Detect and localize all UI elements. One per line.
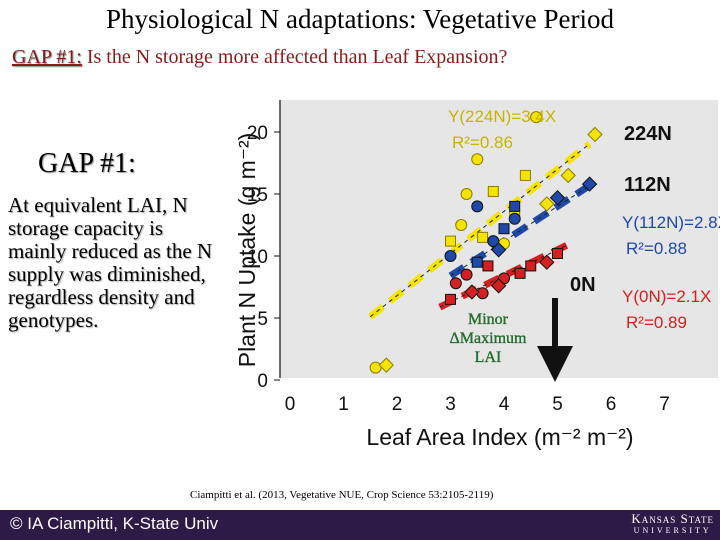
point-circle-112N: [487, 235, 500, 248]
point-square-224N: [477, 231, 489, 243]
point-circle-224N: [471, 153, 484, 166]
gap-question: GAP #1: Is the N storage more affected t…: [12, 46, 507, 69]
point-square-0N: [445, 293, 456, 305]
x-tick-label: 5: [552, 394, 563, 415]
x-tick-label: 4: [499, 394, 510, 415]
point-square-0N: [525, 260, 537, 272]
logo-line-1: Kansas State: [631, 511, 714, 526]
point-circle-224N: [369, 361, 382, 374]
plot-background: [280, 100, 718, 378]
x-tick-label: 0: [285, 394, 296, 415]
r-squared-112N: R²=0.88: [626, 239, 687, 258]
point-square-224N: [519, 169, 531, 181]
equation-0N: Y(0N)=2.1X: [622, 287, 711, 306]
gap-label: GAP #1:: [12, 46, 82, 68]
point-square-112N: [471, 256, 483, 268]
slide-title: Physiological N adaptations: Vegetative …: [106, 4, 614, 34]
r-squared-0N: R²=0.89: [626, 313, 687, 332]
point-diamond-0N: [539, 254, 555, 270]
y-tick-label: 20: [247, 123, 268, 144]
point-circle-112N: [444, 250, 457, 262]
y-tick-label: 10: [247, 247, 268, 268]
footer-bar: © IA Ciampitti, K-State Univ Kansas Stat…: [0, 510, 720, 540]
equation-112N: Y(112N)=2.8X: [622, 213, 720, 232]
point-circle-0N: [449, 277, 462, 290]
point-circle-224N: [460, 188, 473, 200]
point-square-224N: [445, 235, 456, 247]
x-tick-label: 3: [445, 394, 456, 415]
x-tick-label: 7: [659, 394, 670, 415]
equation-224N: Y(224N)=3.4X: [448, 107, 556, 126]
y-tick-label: 5: [257, 309, 268, 330]
point-diamond-224N: [539, 196, 555, 212]
x-tick-label: 2: [392, 394, 403, 415]
point-diamond-224N: [587, 126, 603, 143]
point-diamond-112N: [490, 242, 507, 258]
point-circle-0N: [460, 268, 473, 281]
annotation-text: LAI: [475, 349, 502, 366]
x-axis-label: Leaf Area Index (m⁻² m⁻²): [366, 424, 633, 450]
point-diamond-0N: [490, 278, 507, 294]
point-diamond-224N: [560, 167, 576, 184]
series-label-112N: 112N: [624, 174, 671, 196]
regression-guide-224N: [369, 143, 590, 318]
series-label-0N: 0N: [570, 274, 596, 296]
x-tick-label: 6: [606, 394, 617, 415]
series-label-224N: 224N: [624, 123, 672, 145]
y-tick-label: 0: [257, 371, 268, 392]
point-square-0N: [514, 267, 526, 279]
citation: Ciampitti et al. (2013, Vegetative NUE, …: [190, 489, 494, 501]
side-text: At equivalent LAI, N storage capacity is…: [8, 193, 213, 332]
point-circle-0N: [476, 287, 489, 300]
r-squared-224N: R²=0.86: [452, 133, 513, 152]
point-square-112N: [498, 223, 510, 235]
side-heading: GAP #1:: [38, 148, 136, 179]
point-diamond-112N: [549, 190, 566, 206]
y-axis-label: Plant N Uptake (g m⁻²): [234, 133, 260, 368]
point-circle-224N: [455, 219, 468, 231]
point-circle-112N: [508, 212, 521, 225]
point-circle-112N: [471, 200, 484, 213]
point-square-0N: [482, 260, 494, 272]
point-diamond-0N: [464, 284, 480, 300]
gap-question-text: Is the N storage more affected than Leaf…: [81, 46, 508, 68]
y-tick-label: 15: [247, 185, 268, 206]
point-square-224N: [487, 186, 499, 198]
point-square-112N: [509, 200, 521, 212]
logo-line-2: UNIVERSITY: [633, 526, 712, 535]
scatter-chart: 0 5 10 15 20 0 1 2 3 4 5 6 7 224N Y(224N)=3.4X R²=0.86…: [234, 100, 720, 450]
university-logo: Kansas State UNIVERSITY: [631, 512, 714, 536]
point-diamond-224N: [378, 357, 395, 373]
point-square-0N: [552, 248, 563, 260]
annotation-text: ΔMaximum: [450, 330, 528, 347]
annotation-text: Minor: [468, 311, 509, 328]
footer-credit: © IA Ciampitti, K-State Univ: [10, 514, 219, 533]
point-diamond-112N: [581, 176, 598, 192]
x-tick-label: 1: [338, 394, 349, 415]
point-circle-224N: [530, 111, 543, 124]
